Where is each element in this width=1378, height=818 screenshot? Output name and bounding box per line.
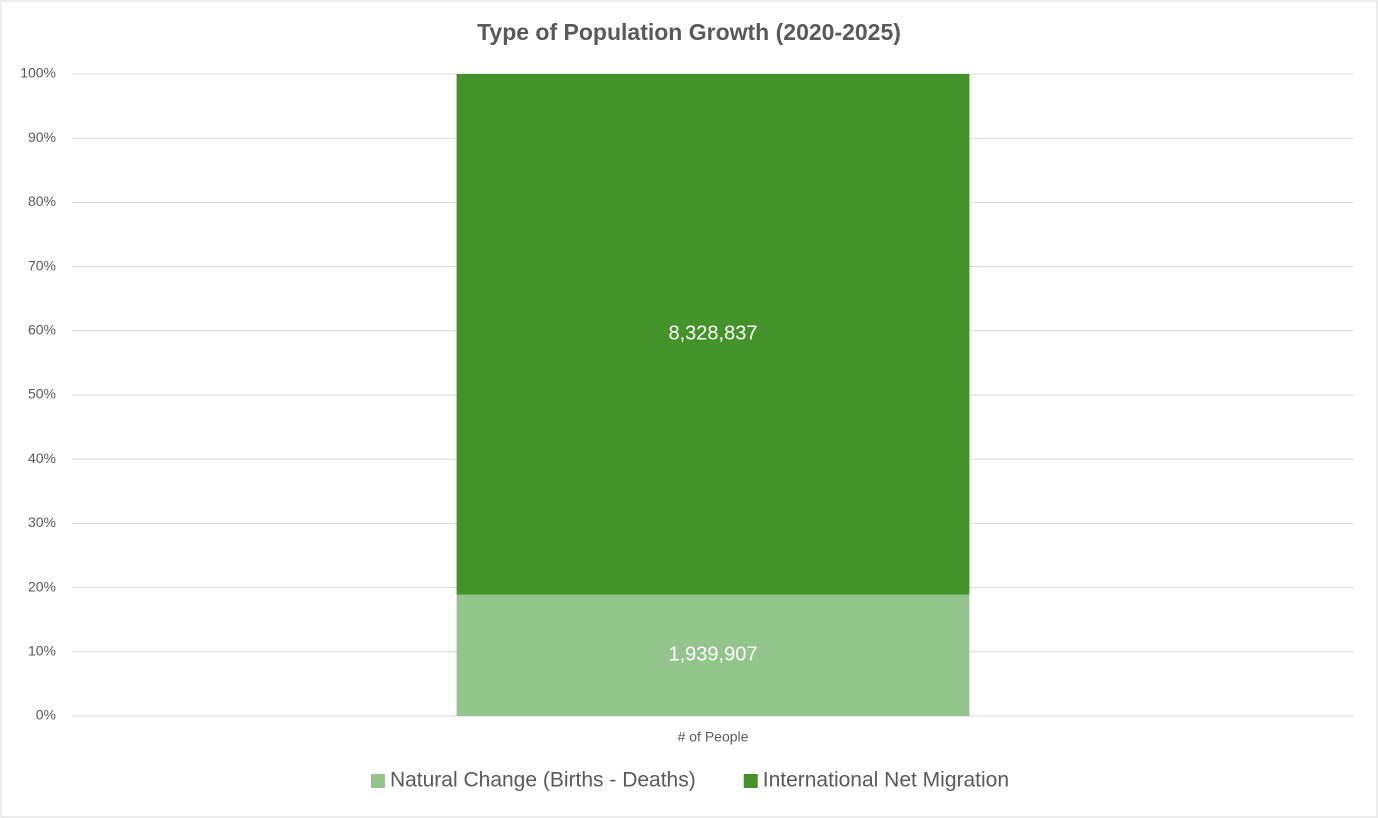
data-label: 1,939,907 bbox=[669, 644, 758, 666]
legend-swatch bbox=[743, 774, 758, 788]
y-tick-label: 10% bbox=[28, 643, 56, 659]
y-tick-label: 0% bbox=[36, 707, 56, 723]
legend-label: International Net Migration bbox=[763, 769, 1009, 792]
y-tick-label: 100% bbox=[20, 65, 56, 81]
bar-segment bbox=[456, 74, 970, 595]
y-tick-label: 20% bbox=[28, 578, 56, 594]
x-tick-label: # of People bbox=[678, 729, 749, 745]
legend-label: Natural Change (Births - Deaths) bbox=[390, 769, 696, 792]
y-tick-label: 50% bbox=[28, 386, 56, 402]
chart-title: Type of Population Growth (2020-2025) bbox=[477, 19, 901, 45]
data-label: 8,328,837 bbox=[669, 323, 758, 345]
y-tick-label: 30% bbox=[28, 514, 56, 530]
y-tick-label: 40% bbox=[28, 450, 56, 466]
bar-segment bbox=[456, 594, 970, 716]
legend-swatch bbox=[370, 774, 385, 788]
y-tick-label: 90% bbox=[28, 129, 56, 145]
y-tick-label: 60% bbox=[28, 322, 56, 338]
y-tick-label: 70% bbox=[28, 257, 56, 273]
y-tick-label: 80% bbox=[28, 193, 56, 209]
